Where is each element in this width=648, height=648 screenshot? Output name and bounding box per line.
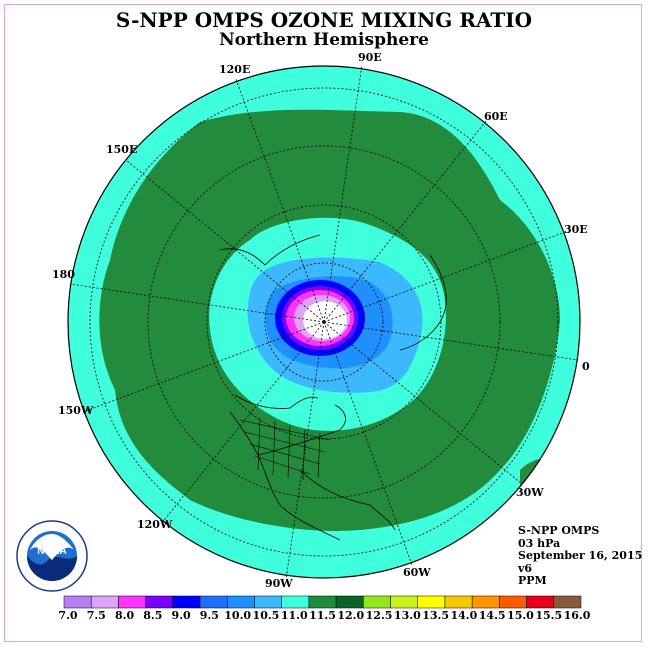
colorbar-tick-label: 9.0 xyxy=(171,609,191,622)
lon-label-60w: 60W xyxy=(403,566,431,579)
colorbar-tick-label: 11.0 xyxy=(280,609,308,622)
lon-label-120e: 120E xyxy=(219,63,251,76)
colorbar-swatch xyxy=(281,595,310,609)
colorbar-swatch xyxy=(118,595,146,609)
colorbar-tick-label: 8.0 xyxy=(114,609,135,622)
colorbar-swatch xyxy=(444,595,473,609)
map-title: S-NPP OMPS OZONE MIXING RATIO xyxy=(115,8,533,32)
lon-label-90e: 90E xyxy=(358,51,382,64)
colorbar-tick-label: 7.0 xyxy=(58,609,78,622)
colorbar-swatch xyxy=(145,595,174,609)
graticule xyxy=(69,64,579,580)
colorbar-swatch xyxy=(526,595,555,609)
colorbar-swatch xyxy=(172,595,201,609)
colorbar-swatch xyxy=(499,595,527,609)
lon-label-120w: 120W xyxy=(137,518,173,531)
colorbar-swatch xyxy=(63,595,92,609)
lon-label-90w: 90W xyxy=(265,577,293,590)
colorbar-tick-label: 12.5 xyxy=(365,609,393,622)
lon-label-30w: 30W xyxy=(516,486,544,499)
info-instrument: S-NPP OMPS xyxy=(518,524,600,537)
colorbar-tick-label: 9.5 xyxy=(199,609,219,622)
colorbar-tick-label: 15.0 xyxy=(507,609,534,622)
colorbar-swatch xyxy=(308,595,337,609)
colorbar-swatch xyxy=(254,595,282,609)
colorbar-swatch xyxy=(417,595,446,609)
lon-label-150w: 150W xyxy=(58,404,94,417)
noaa-logo: NOAA xyxy=(16,520,88,592)
coastlines xyxy=(219,234,447,541)
info-block: S-NPP OMPS 03 hPa September 16, 2015 v6 … xyxy=(518,524,643,588)
colorbar-swatch xyxy=(471,595,500,609)
colorbar-tick-label: 12.0 xyxy=(337,609,365,622)
colorbar-tick-label: 15.5 xyxy=(535,609,563,622)
polar-cap xyxy=(303,301,347,339)
colorbar-swatch xyxy=(90,595,119,609)
lon-label-180: 180 xyxy=(52,268,75,281)
colorbar-tick-label: 16.0 xyxy=(563,609,591,622)
colorbar-tick-label: 10.5 xyxy=(252,609,280,622)
colorbar-tick-label: 14.5 xyxy=(478,609,506,622)
lon-label-60e: 60E xyxy=(484,110,508,123)
colorbar xyxy=(63,595,582,609)
image-frame xyxy=(4,4,642,642)
info-units: PPM xyxy=(518,574,547,587)
lon-label-30e: 30E xyxy=(564,223,588,236)
colorbar-swatch xyxy=(363,595,391,609)
colorbar-swatch xyxy=(553,595,582,609)
colorbar-tick-label: 14.0 xyxy=(450,609,478,622)
colorbar-swatch xyxy=(227,595,255,609)
lon-label-0: 0 xyxy=(582,360,590,373)
noaa-logo-text: NOAA xyxy=(37,546,66,557)
lon-label-150e: 150E xyxy=(106,143,138,156)
colorbar-tick-label: 10.0 xyxy=(224,609,252,622)
info-date: September 16, 2015 xyxy=(518,549,643,562)
colorbar-tick-label: 7.5 xyxy=(86,609,106,622)
colorbar-swatch xyxy=(390,595,418,609)
colorbar-tick-label: 13.0 xyxy=(393,609,421,622)
info-level: 03 hPa xyxy=(518,536,561,550)
colorbar-swatch xyxy=(335,595,364,609)
info-version: v6 xyxy=(518,561,533,575)
colorbar-tick-label: 8.5 xyxy=(143,609,163,622)
colorbar-tick-label: 11.5 xyxy=(309,609,336,622)
map-boundary xyxy=(67,65,581,579)
map-subtitle: Northern Hemisphere xyxy=(219,30,429,50)
us-state-lines xyxy=(239,417,331,481)
colorbar-swatch xyxy=(199,595,228,609)
colorbar-tick-label: 13.5 xyxy=(422,609,450,622)
